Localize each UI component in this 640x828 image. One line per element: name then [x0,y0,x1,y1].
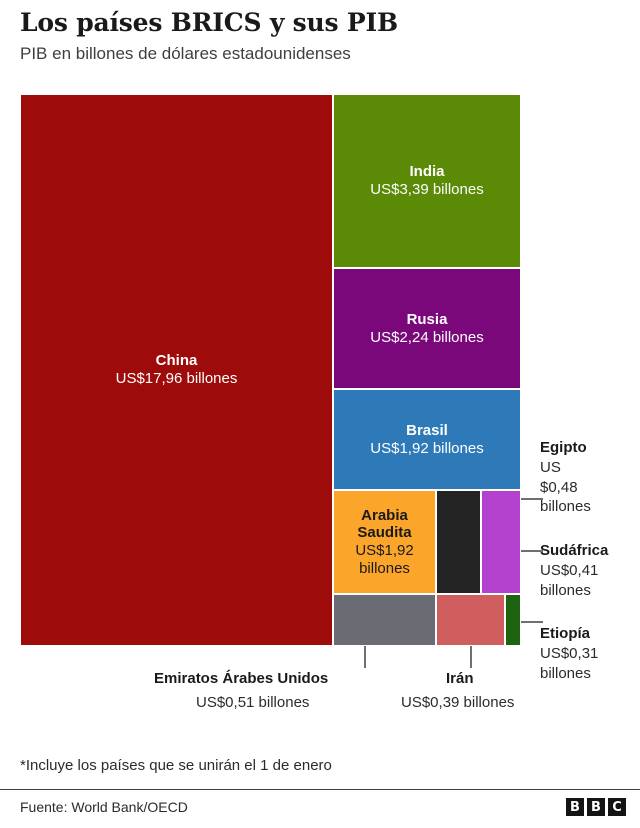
callout-label-sudafrica: Sudáfrica [540,542,609,559]
callout-sudafrica[interactable]: Sudáfrica US$0,41 billones [540,541,640,600]
bbc-logo-letter-c: C [608,798,626,816]
callout-emiratos-arabes-unidos[interactable]: Emiratos Árabes Unidos [154,669,574,689]
tile-label-rusia: Rusia [406,310,448,328]
treemap-tile-emiratos-arabes-unidos[interactable] [333,594,436,646]
tile-label-arabia-saudita: Arabia Saudita [357,506,412,542]
callout-iran[interactable]: Irán [446,669,566,689]
treemap-tile-etiopia[interactable] [505,594,521,646]
callout-value-egipto-line2: $0,48 [540,478,578,496]
tile-value-india: US$3,39 billones [370,181,484,198]
callout-value-etiopia-line2: billones [540,664,591,682]
callout-label-etiopia: Etiopía [540,625,591,642]
callout-value-sudafrica-line2: billones [540,581,591,599]
tile-label-brasil: Brasil [406,421,448,439]
callout-value-emiratos-arabes-unidos: US$0,51 billones [196,694,310,711]
bbc-logo-letter-b2: B [587,798,605,816]
callout-value-iran-wrap[interactable]: US$0,39 billones [401,693,601,713]
footer-divider [0,789,640,790]
callout-etiopia[interactable]: Etiopía US$0,31 billones [540,624,640,683]
bbc-logo-letter-b1: B [566,798,584,816]
leader-line-sudafrica [521,550,543,552]
chart-title: Los países BRICS y sus PIB [20,8,398,37]
chart-header: Los países BRICS y sus PIB PIB en billon… [20,8,620,64]
callout-value-emiratos-wrap[interactable]: US$0,51 billones [196,693,536,713]
treemap-tile-rusia[interactable]: Rusia US$2,24 billones [333,268,521,389]
callout-egipto[interactable]: Egipto US $0,48 billones [540,438,640,517]
callout-label-iran: Irán [446,670,474,687]
tile-value-arabia-saudita: US$1,92 billones [355,542,414,577]
treemap-tile-iran[interactable] [436,594,505,646]
tile-value-china: US$17,96 billones [115,370,238,387]
treemap-chart: China US$17,96 billones India US$3,39 bi… [20,94,521,646]
callout-label-emiratos-arabes-unidos: Emiratos Árabes Unidos [154,670,329,687]
treemap-tile-egipto[interactable] [436,490,481,594]
leader-line-emiratos [364,646,366,668]
chart-footnote: *Incluye los países que se unirán el 1 d… [20,757,332,774]
callout-value-iran: US$0,39 billones [401,694,515,711]
chart-subtitle: PIB en billones de dólares estadounidens… [20,44,351,63]
callout-value-egipto-line3: billones [540,498,591,516]
chart-source: Fuente: World Bank/OECD [20,799,188,815]
treemap-tile-india[interactable]: India US$3,39 billones [333,94,521,268]
treemap-tile-arabia-saudita[interactable]: Arabia Saudita US$1,92 billones [333,490,436,594]
tile-value-rusia: US$2,24 billones [370,328,484,346]
tile-label-india: India [409,163,445,181]
treemap-tile-brasil[interactable]: Brasil US$1,92 billones [333,389,521,490]
leader-line-iran [470,646,472,668]
tile-value-brasil: US$1,92 billones [370,439,484,457]
bbc-logo: B B C [566,798,626,816]
callout-value-egipto-line1: US [540,458,561,476]
leader-line-egipto [521,498,543,500]
leader-line-etiopia [521,621,543,623]
tile-label-china: China [155,352,198,370]
callout-value-sudafrica-line1: US$0,41 [540,561,599,579]
callout-label-egipto: Egipto [540,439,587,456]
treemap-tile-sudafrica[interactable] [481,490,521,594]
treemap-tile-china[interactable]: China US$17,96 billones [20,94,333,646]
callout-value-etiopia-line1: US$0,31 [540,644,599,662]
